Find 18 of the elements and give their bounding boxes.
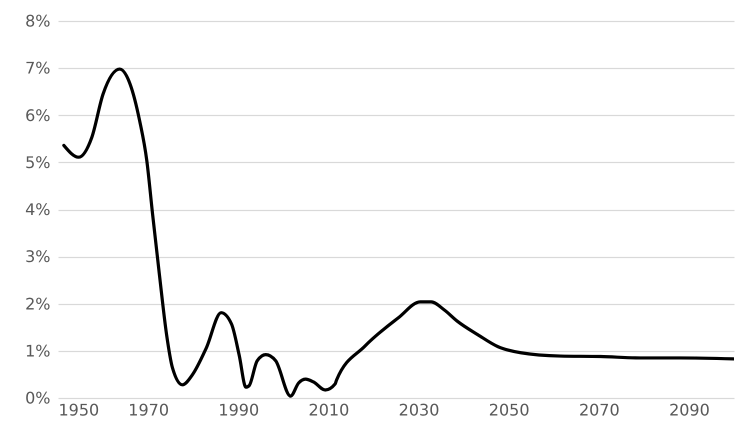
x-tick-label: 2030 — [398, 400, 440, 420]
y-tick-label: 1% — [25, 341, 50, 360]
line-series — [62, 67, 734, 398]
y-tick-label: 3% — [25, 247, 50, 266]
x-tick-label: 1970 — [128, 400, 169, 420]
x-tick-label: 1990 — [218, 400, 260, 420]
y-tick-label: 8% — [25, 12, 50, 30]
x-tick-label: 2050 — [488, 400, 530, 420]
y-tick-label: 6% — [25, 106, 50, 125]
x-tick-label: 2070 — [578, 400, 620, 420]
y-tick-label: 2% — [25, 294, 50, 314]
x-tick-label: 2090 — [669, 400, 710, 420]
y-tick-label: 7% — [25, 58, 50, 78]
y-tick-label: 4% — [25, 200, 50, 219]
x-tick-label: 1950 — [58, 400, 100, 420]
x-tick-label: 2010 — [308, 400, 350, 420]
y-tick-label: 5% — [25, 152, 50, 172]
y-tick-label: 0% — [25, 388, 50, 408]
